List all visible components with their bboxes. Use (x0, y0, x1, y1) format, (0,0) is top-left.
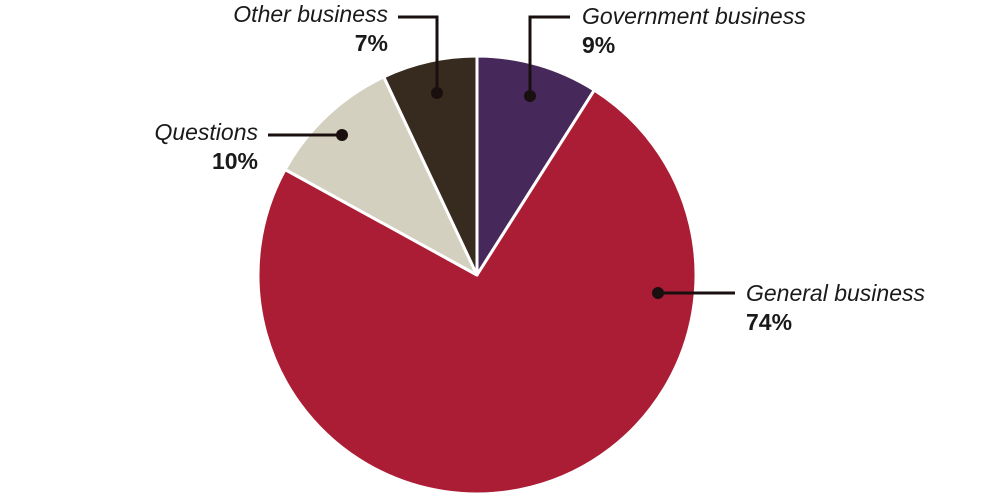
leader-line-other-business (398, 15, 439, 93)
leader-dot-questions (336, 129, 348, 141)
leader-lines (268, 15, 735, 299)
pie-slice-other-business (382, 54, 479, 277)
slice-value-other-business: 7% (355, 30, 388, 56)
slice-label-government-business: Government business (582, 3, 806, 29)
pie-slice-government-business (475, 54, 596, 277)
slice-value-general-business: 74% (746, 309, 792, 335)
leader-dot-government-business (524, 90, 536, 102)
slice-value-government-business: 9% (582, 32, 615, 58)
leader-line-government-business (528, 15, 570, 96)
slice-label-general-business: General business (746, 280, 925, 306)
leader-dot-other-business (431, 87, 443, 99)
slice-value-questions: 10% (212, 148, 258, 174)
leader-dot-general-business (652, 287, 664, 299)
slice-labels: Government business 9% General business 74%… (154, 1, 925, 335)
pie-slice-general-business (256, 88, 698, 496)
pie-slice-questions (283, 75, 479, 277)
pie-slices (256, 54, 698, 496)
slice-label-other-business: Other business (233, 1, 388, 27)
slice-label-questions: Questions (154, 119, 258, 145)
